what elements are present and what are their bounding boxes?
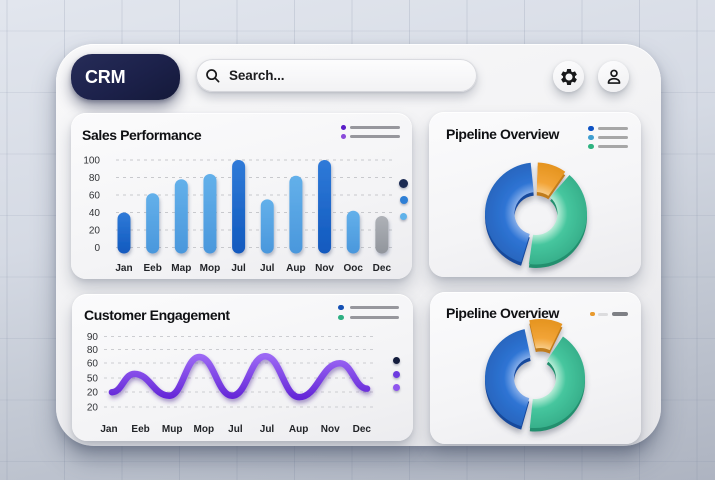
app-logo-text: CRM [85,67,126,87]
panel-title: Pipeline Overview [446,126,560,142]
legend-line [350,305,399,310]
x-axis-label: Map [171,263,191,274]
donut-segment-green [529,336,585,428]
search-bar[interactable]: Search... [196,59,477,92]
y-axis-label: 100 [83,156,100,167]
panel-title: Customer Engagement [84,307,230,323]
y-axis-label: 80 [87,345,99,356]
bar-Ooc [346,210,360,254]
x-axis-label: Aup [286,263,305,274]
bar-Nov [318,160,332,254]
legend-line [598,126,628,130]
y-axis-label: 60 [87,359,99,370]
donut-chart [485,319,585,432]
panel-pipeline-overview-bottom: Pipeline Overview [430,292,641,444]
gear-icon [560,68,577,85]
dashboard-card: CRM Search... Sales Performance 100 80 60 4… [56,44,661,446]
bar-Jul [232,160,246,254]
x-axis-label: Dec [373,263,392,274]
y-axis-label: 20 [87,403,99,414]
x-axis-label: Jul [260,263,275,274]
x-axis-label: Jan [100,424,117,435]
legend-dot [341,134,346,140]
donut-segment-blue [485,162,534,263]
x-axis-label: Dec [353,424,372,435]
panel-customer-engagement: Customer Engagement 90 80 60 50 20 20 Jan Eeb Mu… [72,294,413,441]
bar-Eeb [146,193,160,254]
x-axis-label: Nov [315,263,334,274]
search-placeholder: Search... [229,68,285,83]
legend-line [612,312,628,316]
bar-Aup [289,175,303,254]
y-axis-label: 40 [89,208,101,219]
legend-dot [588,134,594,140]
indicator-dot [392,356,400,364]
indicator-dot [392,370,400,378]
y-axis-label: 90 [87,332,99,343]
y-axis-label: 0 [94,243,100,254]
legend-line [350,125,400,130]
donut-segment-blue [485,329,531,427]
panel-title: Sales Performance [82,127,202,143]
indicator-dot [392,384,400,391]
x-axis-label: Aup [289,424,308,435]
legend-dot [338,304,344,310]
legend-dot [590,311,595,317]
legend-line [350,135,400,139]
app-logo[interactable]: CRM [71,54,180,100]
legend-dot [588,125,594,131]
x-axis-label: Jul [231,263,246,274]
x-axis-label: Jul [228,424,243,435]
x-axis-label: Eeb [131,424,149,435]
bar-Dec [375,216,389,254]
x-axis-label: Nov [321,424,340,435]
y-axis-label: 20 [89,226,101,237]
indicator-dot [399,179,408,188]
donut-segment-green [528,175,587,265]
x-axis-label: Jul [260,424,275,435]
bar-Jan [117,212,131,254]
bar-Mop [203,174,217,254]
x-axis-label: Mup [162,424,183,435]
legend-line [597,312,608,316]
legend-dot [588,143,594,150]
x-axis-label: Jan [115,263,132,274]
bar-Jul [260,199,274,254]
legend-dot [341,125,346,130]
indicator-dot [400,212,407,220]
profile-button[interactable] [598,61,629,92]
x-axis-label: Mop [194,424,215,435]
donut-chart [485,162,587,268]
legend-dot [338,314,344,320]
panel-title: Pipeline Overview [446,305,560,321]
donut-segment-orange [529,319,563,351]
settings-button[interactable] [553,61,584,92]
y-axis-label: 20 [87,388,99,399]
legend-line [598,144,628,149]
indicator-dot [399,196,408,204]
y-axis-label: 60 [89,191,101,202]
panel-sales-performance: Sales Performance 100 80 60 40 20 0 Jan Eeb Map M… [71,113,412,279]
x-axis-label: Eeb [143,263,161,274]
search-icon [206,68,220,82]
bar-chart: 100 80 60 40 20 0 Jan Eeb Map Mop Jul Jul Aup Nov Ooc D… [83,156,392,274]
engagement-line [108,352,371,401]
bar-Map [174,179,188,254]
x-axis-label: Mop [200,263,221,274]
y-axis-label: 50 [87,374,99,385]
legend-line [350,315,399,320]
donut-segment-orange [536,162,566,196]
panel-pipeline-overview-top: Pipeline Overview [429,112,641,277]
user-icon [607,69,620,84]
x-axis-label: Ooc [343,263,363,274]
legend-line [598,135,628,139]
y-axis-label: 80 [89,173,101,184]
